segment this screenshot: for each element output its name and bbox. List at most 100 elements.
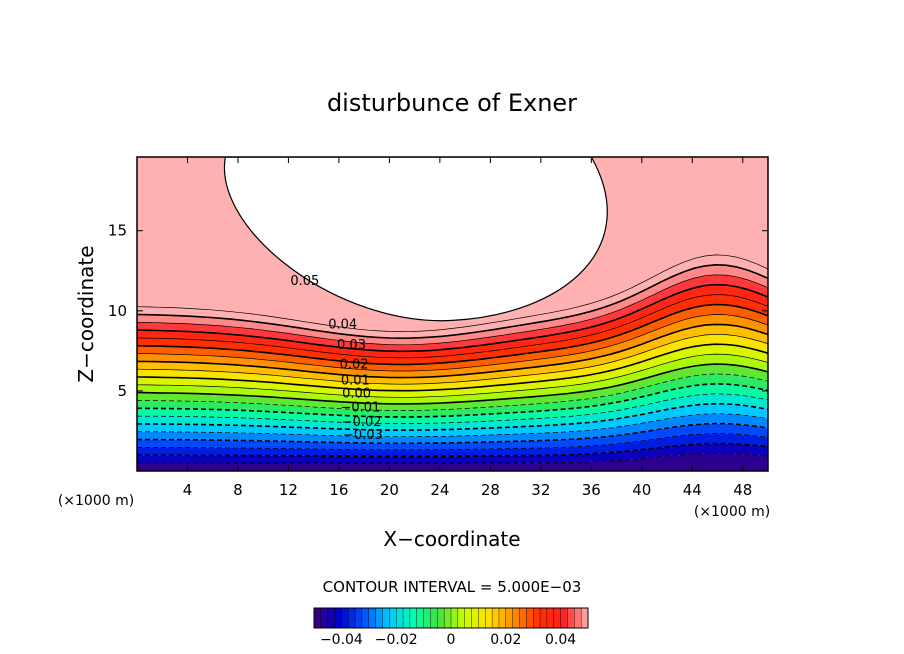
x-tick-label: 4 [183, 481, 193, 499]
x-tick-label: 36 [582, 481, 601, 499]
colorbar-segment [512, 607, 521, 629]
colorbar-segment [334, 607, 342, 629]
y-tick-label: 15 [108, 222, 127, 240]
contour-interval-text: CONTOUR INTERVAL = 5.000E−03 [323, 578, 582, 596]
colorbar-segment [389, 607, 397, 629]
colorbar-segment [560, 607, 568, 629]
colorbar-segment [574, 607, 582, 629]
contour-line [137, 263, 768, 340]
colorbar-segment [471, 607, 479, 629]
contour-band [137, 284, 768, 358]
contour-max-region [223, 157, 608, 322]
x-tick-label: 16 [329, 481, 348, 499]
contour-band [137, 254, 768, 339]
colorbar-segment [327, 607, 336, 629]
colorbar-segment [341, 607, 349, 629]
colorbar-segment [443, 607, 452, 629]
contour-band [137, 374, 768, 417]
colorbar-tick-label: −0.02 [375, 632, 418, 648]
contour-label: −0.02 [342, 415, 382, 430]
contour-band [137, 443, 768, 463]
colorbar-segment [409, 607, 418, 629]
colorbar-segment [437, 607, 445, 629]
colorbar-segment [382, 607, 390, 629]
contour-band [137, 314, 768, 378]
y-axis-label: Z−coordinate [74, 245, 98, 382]
contour-line [137, 254, 768, 332]
x-axis-ticks: 4 8 12 16 20 24 28 32 36 40 44 48 [183, 157, 752, 499]
contour-label: 0.03 [337, 338, 366, 353]
x-tick-label: 8 [233, 481, 243, 499]
colorbar-segment [526, 607, 534, 629]
contour-line [137, 333, 768, 385]
x-tick-label: 20 [380, 481, 399, 499]
contour-band [137, 383, 768, 424]
colorbar-segment [313, 607, 322, 629]
colorbar-segment [450, 607, 459, 629]
contour-line [137, 283, 768, 353]
contour-band [137, 304, 768, 371]
colorbar-segment [430, 607, 438, 629]
contour-line [137, 442, 768, 458]
contour-label: −0.03 [343, 428, 383, 443]
colorbar-segment [416, 607, 425, 629]
colorbar-segment [498, 607, 507, 629]
colorbar-segment [567, 607, 575, 629]
x-tick-label: 32 [531, 481, 550, 499]
colorbar-segment [375, 607, 383, 629]
contour-band [137, 453, 768, 471]
contour-band [137, 274, 768, 352]
colorbar-segment [478, 607, 486, 629]
contour-band [137, 344, 768, 398]
colorbar-tick-label: 0.02 [490, 632, 521, 648]
colorbar-segment [553, 607, 562, 629]
y-axis-ticks: 5 10 15 [108, 222, 768, 400]
colorbar-segment [402, 607, 411, 629]
chart-title: disturbunce of Exner [327, 89, 577, 117]
x-tick-label: 40 [632, 481, 651, 499]
colorbar-segment [464, 607, 473, 629]
contour-label: 0.04 [328, 317, 357, 332]
colorbar-tick-label: 0 [447, 632, 456, 648]
contour-band [137, 393, 768, 431]
contour-line [137, 373, 768, 411]
contour-band [137, 294, 768, 365]
contour-label: 0.05 [290, 274, 319, 289]
contour-label: −0.01 [340, 401, 380, 416]
colorbar-segment [519, 607, 527, 629]
colorbar-segment [580, 607, 589, 629]
contour-field [137, 157, 768, 471]
colorbar-segment [533, 607, 541, 629]
contour-band [137, 324, 768, 385]
y-tick-label: 10 [108, 302, 127, 320]
contour-line [137, 413, 768, 438]
x-axis-unit-left: (×1000 m) [58, 493, 134, 509]
colorbar-segment [396, 607, 404, 629]
colorbar-segment [485, 607, 493, 629]
colorbar-segment [505, 607, 514, 629]
colorbar-segment [491, 607, 500, 629]
x-tick-label: 48 [733, 481, 752, 499]
contour-label: 0.01 [341, 374, 370, 389]
contour-band [137, 423, 768, 450]
colorbar-segment [361, 607, 370, 629]
contour-band [137, 433, 768, 457]
contour-line [137, 303, 768, 366]
x-axis-unit-right: (×1000 m) [694, 504, 770, 520]
colorbar-segment [546, 607, 555, 629]
contour-band [137, 403, 768, 437]
colorbar-tick-labels: −0.04 −0.02 0 0.02 0.04 [320, 632, 576, 648]
colorbar-frame [313, 607, 589, 629]
x-tick-label: 44 [683, 481, 702, 499]
contour-line [137, 323, 768, 379]
contour-line [137, 393, 768, 424]
colorbar-segment [320, 607, 329, 629]
colorbar-tick-label: 0.04 [545, 632, 576, 648]
contour-line [137, 363, 768, 405]
contour-labels: 0.05 0.04 0.03 0.020.010.00−0.01−0.02−0.03 [290, 274, 382, 443]
contour-label: 0.00 [342, 386, 371, 401]
contour-line [137, 343, 768, 392]
x-tick-label: 12 [279, 481, 298, 499]
contour-label: 0.02 [340, 358, 369, 373]
